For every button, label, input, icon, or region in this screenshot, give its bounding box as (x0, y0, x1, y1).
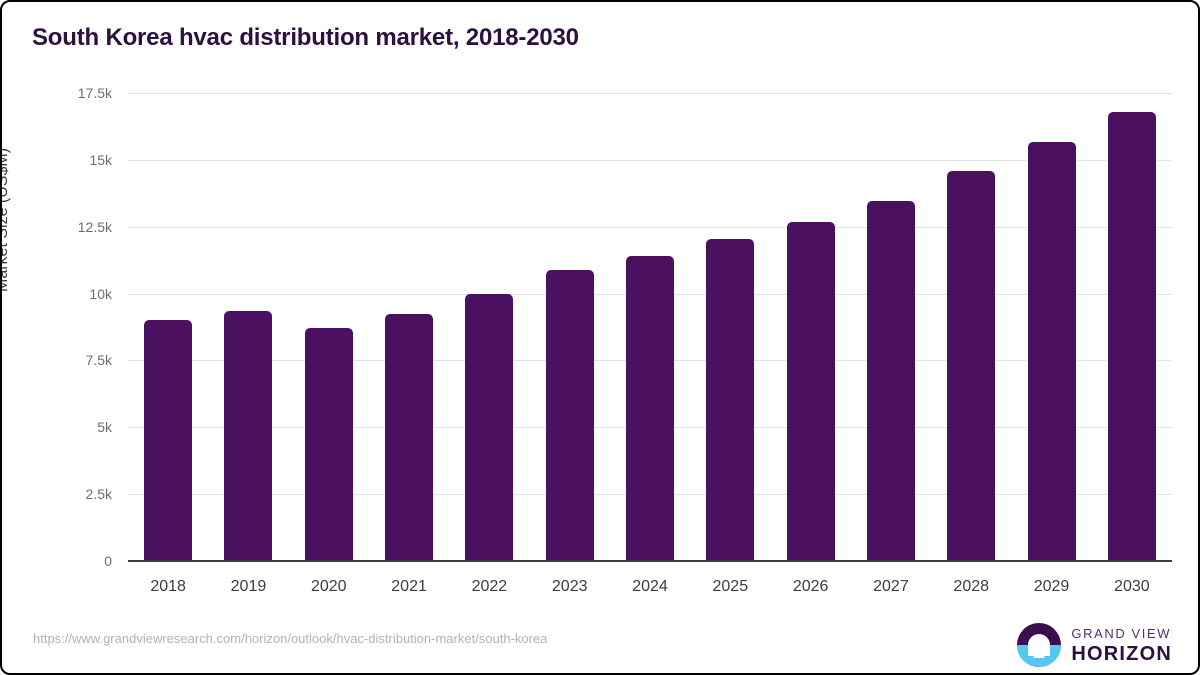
bar[interactable] (304, 327, 353, 561)
y-axis-tick-label: 7.5k (85, 352, 112, 369)
source-url[interactable]: https://www.grandviewresearch.com/horizo… (33, 631, 548, 646)
gridline (128, 93, 1172, 94)
bar[interactable] (545, 270, 594, 561)
bar[interactable] (1107, 111, 1156, 561)
x-axis-tick-label: 2023 (551, 578, 588, 595)
logo-horizon-text: HORIZON (1071, 642, 1172, 665)
y-axis-tick-label: 12.5k (77, 218, 112, 235)
x-axis-tick-label: 2026 (792, 578, 829, 595)
x-axis-tick-label: 2020 (310, 578, 347, 595)
bar[interactable] (626, 255, 674, 561)
page-title: South Korea hvac distribution market, 20… (32, 24, 579, 51)
bar[interactable] (786, 221, 835, 561)
x-axis-tick-label: 2025 (712, 578, 749, 595)
bar[interactable] (1027, 142, 1076, 561)
y-axis-tick-label: 5k (97, 419, 112, 436)
gridline (128, 159, 1172, 161)
y-axis-tick-label: 2.5k (85, 486, 112, 503)
y-axis-tick-label: 10k (89, 285, 112, 302)
x-axis-tick-label: 2019 (230, 578, 267, 595)
y-axis-tick-label: 15k (89, 151, 112, 168)
x-axis-line (128, 560, 1172, 562)
x-axis-tick-label: 2029 (1033, 578, 1070, 595)
bar[interactable] (224, 310, 273, 561)
x-axis-tick-label: 2022 (471, 578, 508, 595)
x-axis-tick-label: 2030 (1114, 578, 1150, 595)
bar[interactable] (144, 320, 193, 561)
brand-logo: GRAND VIEW HORIZON (1017, 622, 1172, 668)
bar[interactable] (465, 294, 514, 561)
y-axis-tick-label: 0 (104, 553, 112, 569)
x-axis-tick-label: 2027 (873, 578, 909, 595)
x-axis-tick-label: 2018 (150, 578, 186, 595)
logo-grandview-text: GRAND VIEW (1071, 625, 1172, 641)
gridline (128, 226, 1172, 228)
horizon-logo-icon (1017, 623, 1062, 667)
x-axis-tick-label: 2021 (391, 578, 427, 595)
bar[interactable] (385, 313, 434, 561)
y-axis-tick-label: 17.5k (77, 85, 112, 101)
plot-area (128, 93, 1172, 561)
bar[interactable] (706, 239, 755, 561)
x-axis-tick-label: 2024 (632, 578, 668, 595)
bar[interactable] (947, 170, 996, 561)
x-axis-tick-label: 2028 (953, 578, 990, 595)
y-axis-title: Market Size (US$M) (0, 147, 11, 292)
bar[interactable] (866, 200, 915, 561)
logo-wordmark: GRAND VIEW HORIZON (1071, 627, 1172, 664)
